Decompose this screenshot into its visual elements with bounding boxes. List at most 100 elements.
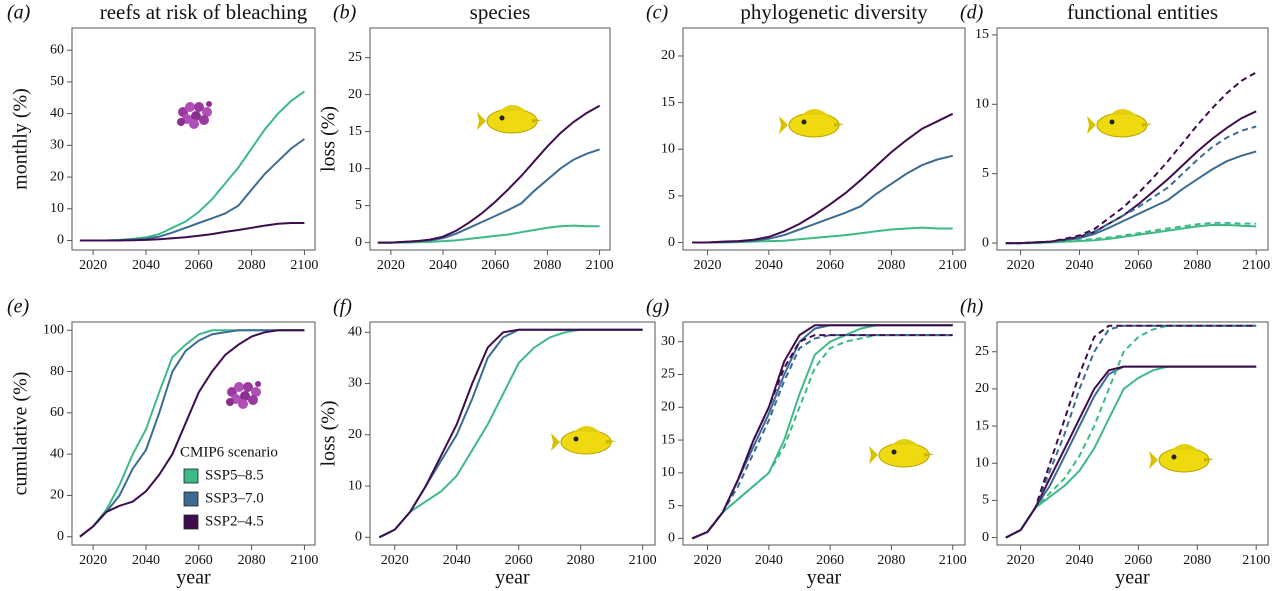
y-tick-label: 0 [668,235,675,250]
x-tick-label: 2040 [429,258,457,273]
legend-swatch [183,468,199,484]
y-tick-label: 15 [661,95,675,110]
panel-label: (e) [7,296,30,318]
y-tick-label: 40 [348,324,362,339]
plot-frame [71,321,316,546]
y-axis-label: cumulative (%) [10,372,32,496]
y-tick-label: 20 [50,169,64,184]
x-tick-label: 2020 [79,258,107,273]
coral-icon [177,101,212,129]
y-tick-label: 5 [355,198,362,213]
y-tick-label: 40 [50,446,64,461]
series-line [377,148,600,244]
x-axis-label: year [1115,567,1150,589]
y-tick-label: 0 [668,531,675,546]
x-tick-label: 2100 [939,258,967,273]
fish-icon [476,104,543,134]
plot-frame [369,321,656,546]
x-tick-label: 2080 [238,553,266,568]
y-tick-label: 15 [348,124,362,139]
series-line [378,328,643,539]
y-tick-label: 10 [661,141,675,156]
x-tick-label: 2100 [629,553,657,568]
series-line [1005,324,1257,539]
fish-icon [1148,443,1215,473]
y-tick-label: 0 [355,235,362,250]
plot-frame [996,321,1269,546]
x-tick-label: 2020 [1007,553,1035,568]
x-tick-label: 2080 [1183,553,1211,568]
x-tick-label: 2020 [694,258,722,273]
y-tick-label: 5 [982,166,989,181]
x-tick-label: 2060 [816,258,844,273]
x-tick-label: 2100 [1242,553,1270,568]
x-tick-label: 2060 [505,553,533,568]
y-tick-label: 60 [50,42,64,57]
y-tick-label: 30 [348,376,362,391]
y-tick-label: 20 [348,87,362,102]
y-tick-label: 50 [50,74,64,89]
series-line [692,112,954,244]
panel-title: functional entities [1067,0,1218,24]
panel-label: (b) [333,2,357,24]
series-line [377,224,600,244]
x-tick-label: 2060 [185,553,213,568]
plot-frame [996,27,1269,251]
panel: 0 10 20 30 40 2020 2040 2060 2080 2100 (f) loss (%)… [318,296,657,589]
x-tick-label: 2100 [939,553,967,568]
panel-title: phylogenetic diversity [740,0,928,24]
series-line [691,334,953,540]
series-line [692,154,953,244]
series-line [1005,150,1257,245]
y-tick-label: 0 [57,529,64,544]
y-tick-label: 10 [975,97,989,112]
y-tick-label: 0 [982,235,989,250]
x-tick-label: 2020 [694,553,722,568]
y-tick-label: 0 [57,233,64,248]
panel: 0 5 10 15 20 25 2020 2040 2060 2080 2100 species (b)… [318,0,614,273]
fish-icon [1086,108,1153,138]
x-tick-label: 2060 [185,258,213,273]
y-tick-label: 10 [50,201,64,216]
x-tick-label: 2080 [877,553,905,568]
panel: 0 5 10 15 20 25 2020 2040 2060 2080 2100 (h) year [960,296,1270,589]
legend-label: SSP3–7.0 [205,490,264,506]
legend-swatch [183,491,199,507]
y-tick-label: 40 [50,106,64,121]
panel-title: reefs at risk of bleaching [100,0,308,24]
x-tick-label: 2080 [1183,258,1211,273]
y-axis-label: loss (%) [318,106,340,172]
x-tick-label: 2040 [443,553,471,568]
panel-label: (a) [7,2,31,24]
panel-label: (d) [960,2,984,24]
panel: 0 5 10 15 2020 2040 2060 2080 2100 functional ent… [960,0,1270,273]
series-line [691,334,953,540]
y-axis-label: loss (%) [318,400,340,466]
x-axis-label: year [807,567,842,589]
y-tick-label: 25 [348,50,362,65]
x-tick-label: 2040 [1065,258,1093,273]
x-tick-label: 2060 [1124,553,1152,568]
x-tick-label: 2020 [377,258,405,273]
panel: 0 10 20 30 40 50 60 2020 2040 2060 2080 2100 reefs a… [7,0,318,273]
fish-icon [550,425,617,455]
series-line [79,329,305,538]
x-tick-label: 2020 [381,553,409,568]
y-tick-label: 20 [50,488,64,503]
x-tick-label: 2100 [290,553,318,568]
y-tick-label: 10 [348,161,362,176]
panel-title: species [470,0,531,24]
series-line [1005,365,1257,539]
x-tick-label: 2040 [132,258,160,273]
y-tick-label: 30 [50,138,64,153]
y-tick-label: 0 [982,530,989,545]
y-tick-label: 20 [661,48,675,63]
x-tick-label: 2060 [481,258,509,273]
fish-icon [868,438,935,468]
series-line [1005,71,1257,245]
series-line [692,226,953,244]
y-tick-label: 15 [661,432,675,447]
y-tick-label: 15 [975,27,989,42]
x-tick-label: 2060 [1124,258,1152,273]
